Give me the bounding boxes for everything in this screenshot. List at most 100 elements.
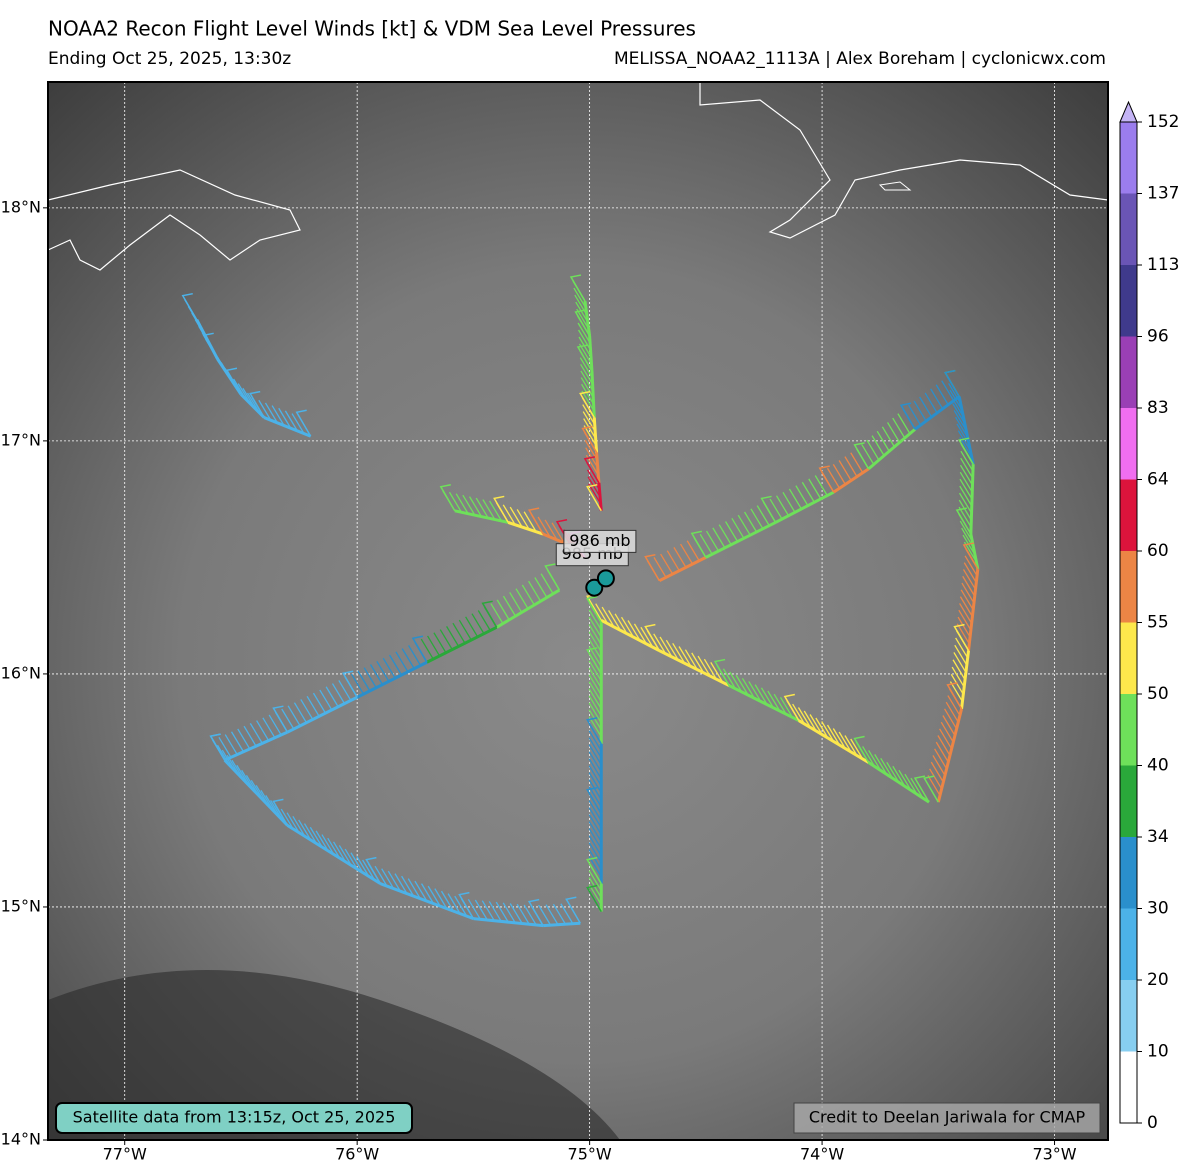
barb-fill <box>588 821 602 843</box>
barb-fill <box>394 873 408 894</box>
barb-fill <box>265 795 279 816</box>
barb-fill <box>582 411 596 432</box>
barb-fill <box>245 774 260 796</box>
barb-fill <box>581 383 595 405</box>
barb-fill <box>588 758 602 780</box>
barb-fill <box>737 514 751 536</box>
wind-barb <box>574 309 591 337</box>
barb-fill <box>588 751 602 773</box>
x-tick-label: 74°W <box>800 1145 844 1164</box>
barb-fill <box>779 697 794 718</box>
pressure-label: 986 mb <box>569 531 630 550</box>
y-tick-label: 17°N <box>1 430 41 449</box>
barb-fill <box>588 800 602 822</box>
track-segment <box>286 695 358 734</box>
barb-fill <box>588 856 602 877</box>
satellite-note-box <box>55 1102 413 1134</box>
barb-fill <box>580 370 594 392</box>
pressure-label-box <box>563 529 637 553</box>
barb-fill <box>454 895 468 917</box>
barb-fill <box>588 870 602 891</box>
barb-fill <box>284 410 298 432</box>
barb-fill <box>482 499 496 520</box>
barb-fill <box>775 495 790 517</box>
barb-fill <box>760 687 775 709</box>
barb-fill <box>271 405 285 426</box>
y-tick-label: 16°N <box>1 663 41 682</box>
barb-fill <box>388 654 403 676</box>
wind-barb <box>527 507 544 535</box>
barb-fill <box>350 852 364 874</box>
barb-fill <box>312 692 327 714</box>
barb-fill <box>433 632 447 654</box>
barb-fill <box>381 868 395 889</box>
barb-fill <box>551 522 565 544</box>
barb-fill <box>420 638 434 660</box>
barb-fill <box>481 900 495 922</box>
x-tick-label: 76°W <box>335 1145 379 1164</box>
barb-fill <box>319 689 333 711</box>
barb-fill <box>949 681 963 702</box>
barb-fill <box>962 534 976 556</box>
barb-fill <box>243 725 257 747</box>
barb-fill <box>224 734 238 755</box>
barb-fill <box>886 761 900 783</box>
barb-fill <box>218 737 232 758</box>
colorbar-bin <box>1120 765 1137 837</box>
colorbar-label: 10 <box>1147 1042 1169 1062</box>
barb-fill <box>718 524 732 546</box>
barb-fill <box>588 702 602 724</box>
barb-fill <box>660 553 674 575</box>
colorbar-bin <box>1120 479 1137 551</box>
barb-fill <box>665 639 679 661</box>
barb-fill <box>303 823 318 844</box>
barb-fill <box>750 508 764 530</box>
wind-barb <box>458 891 475 919</box>
barb-fill <box>327 837 341 859</box>
barb-fill <box>939 728 953 750</box>
barb-fill <box>958 492 973 514</box>
barb-fill <box>583 425 597 446</box>
barb-fill <box>937 735 951 756</box>
barb-fill <box>910 777 924 799</box>
barb-fill <box>286 812 300 834</box>
track-segment <box>263 416 312 438</box>
wind-barb <box>899 402 916 430</box>
barb-fill <box>502 504 516 526</box>
colorbar-bin <box>1120 193 1137 265</box>
barb-fill <box>961 527 975 549</box>
colorbar-bin <box>1120 980 1137 1052</box>
barb-fill <box>686 540 700 562</box>
barb-fill <box>850 452 864 474</box>
barb-fill <box>588 616 602 638</box>
barb-fill <box>578 336 592 358</box>
source: MELISSA_NOAA2_1113A | Alex Boreham | cyc… <box>614 49 1106 69</box>
barb-fill <box>874 754 888 775</box>
barb-fill <box>930 761 944 783</box>
barb-fill <box>949 389 963 411</box>
barb-fill <box>584 439 598 461</box>
barb-fill <box>490 603 504 624</box>
barb-fill <box>595 603 609 625</box>
barb-fill <box>462 494 476 516</box>
barb-fill <box>306 695 320 717</box>
barb-fill <box>588 688 602 710</box>
barb-fill <box>374 865 388 887</box>
colorbar-bin <box>1120 122 1137 194</box>
barb-fill <box>961 582 975 604</box>
barb-fill <box>871 435 885 456</box>
barb-fill <box>633 623 648 645</box>
barb-fill <box>528 580 542 602</box>
wind-barb <box>586 484 602 512</box>
barb-fill <box>455 493 469 515</box>
barb-fill <box>929 768 943 790</box>
barb-fill <box>583 418 597 439</box>
track-segment <box>597 482 603 511</box>
barb-fill <box>509 903 523 924</box>
barb-fill <box>401 875 415 897</box>
barb-fill <box>959 464 974 486</box>
barb-fill <box>588 638 602 660</box>
barb-fill <box>722 668 736 690</box>
barb-fill <box>959 437 973 458</box>
